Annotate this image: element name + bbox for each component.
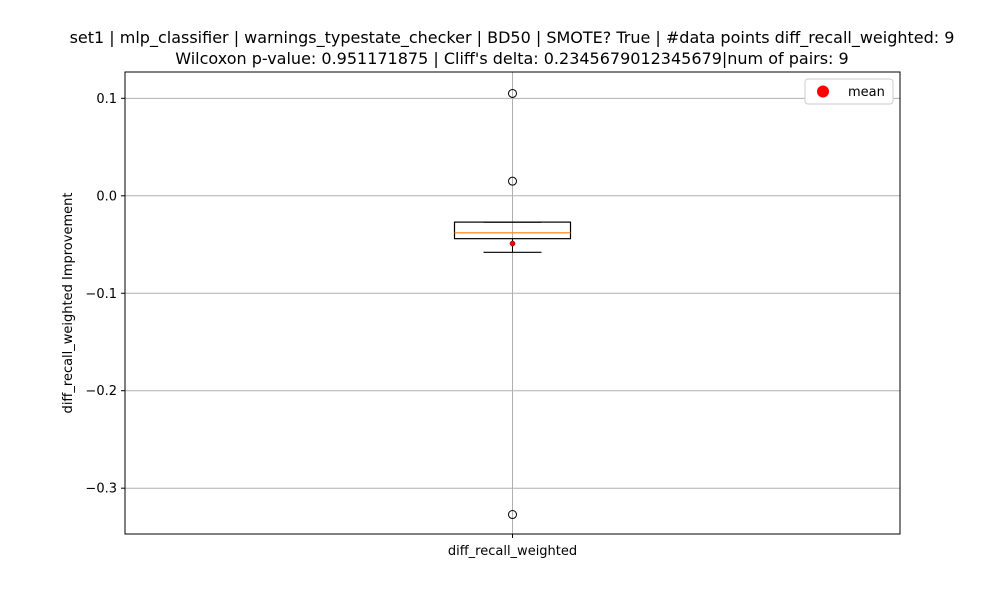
y-tick-label: −0.2	[85, 384, 117, 399]
legend-mean-label: mean	[848, 85, 885, 100]
x-tick-label: diff_recall_weighted	[448, 544, 577, 559]
y-tick-label: 0.1	[96, 92, 117, 107]
x-axis-ticks: diff_recall_weighted	[448, 534, 577, 559]
outlier-point	[508, 510, 517, 520]
y-tick-label: −0.1	[85, 287, 117, 302]
y-axis-label: diff_recall_weighted Improvement	[61, 193, 76, 414]
plot-area-frame	[124, 71, 901, 535]
y-axis-ticks: −0.3 −0.2 −0.1 0.0 0.1	[85, 92, 125, 497]
legend-frame	[804, 78, 894, 105]
chart-title-line-1: set1 | mlp_classifier | warnings_typesta…	[70, 28, 955, 48]
y-tick-label: 0.0	[96, 189, 117, 204]
grid-lines	[125, 72, 900, 534]
outlier-point	[508, 176, 517, 186]
mean-marker	[509, 240, 516, 247]
legend: mean	[804, 78, 894, 105]
chart-title-line-2: Wilcoxon p-value: 0.951171875 | Cliff's …	[175, 49, 848, 68]
outlier-point	[508, 88, 517, 98]
iqr-box	[453, 221, 572, 240]
legend-mean-marker	[817, 85, 829, 98]
box-plot	[453, 88, 572, 520]
y-tick-label: −0.3	[85, 482, 117, 497]
